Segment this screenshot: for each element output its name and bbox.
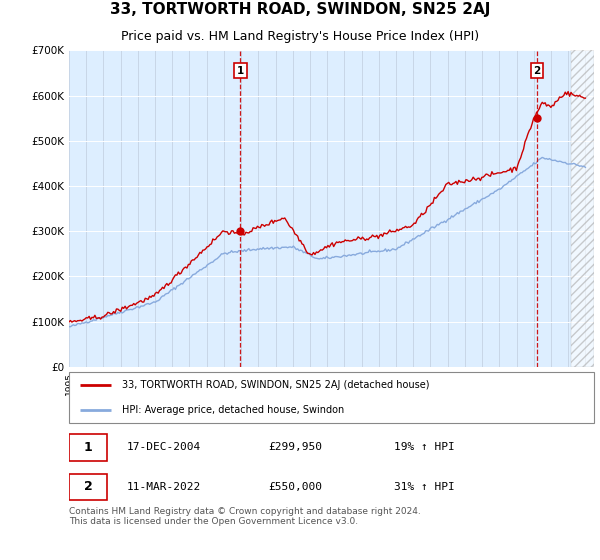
Text: 11-MAR-2022: 11-MAR-2022 — [127, 482, 201, 492]
Text: Price paid vs. HM Land Registry's House Price Index (HPI): Price paid vs. HM Land Registry's House … — [121, 30, 479, 43]
FancyBboxPatch shape — [69, 474, 107, 500]
Text: 2: 2 — [533, 66, 541, 76]
Text: £550,000: £550,000 — [269, 482, 323, 492]
Text: 33, TORTWORTH ROAD, SWINDON, SN25 2AJ: 33, TORTWORTH ROAD, SWINDON, SN25 2AJ — [110, 2, 490, 17]
Text: 1: 1 — [237, 66, 244, 76]
Text: 19% ↑ HPI: 19% ↑ HPI — [395, 442, 455, 452]
Text: 2: 2 — [83, 480, 92, 493]
Text: 31% ↑ HPI: 31% ↑ HPI — [395, 482, 455, 492]
Text: 1: 1 — [83, 441, 92, 454]
Text: HPI: Average price, detached house, Swindon: HPI: Average price, detached house, Swin… — [121, 405, 344, 415]
Text: Contains HM Land Registry data © Crown copyright and database right 2024.
This d: Contains HM Land Registry data © Crown c… — [69, 507, 421, 526]
Text: 17-DEC-2004: 17-DEC-2004 — [127, 442, 201, 452]
Text: £299,950: £299,950 — [269, 442, 323, 452]
FancyBboxPatch shape — [69, 372, 594, 423]
Text: 33, TORTWORTH ROAD, SWINDON, SN25 2AJ (detached house): 33, TORTWORTH ROAD, SWINDON, SN25 2AJ (d… — [121, 380, 429, 390]
FancyBboxPatch shape — [69, 435, 107, 460]
